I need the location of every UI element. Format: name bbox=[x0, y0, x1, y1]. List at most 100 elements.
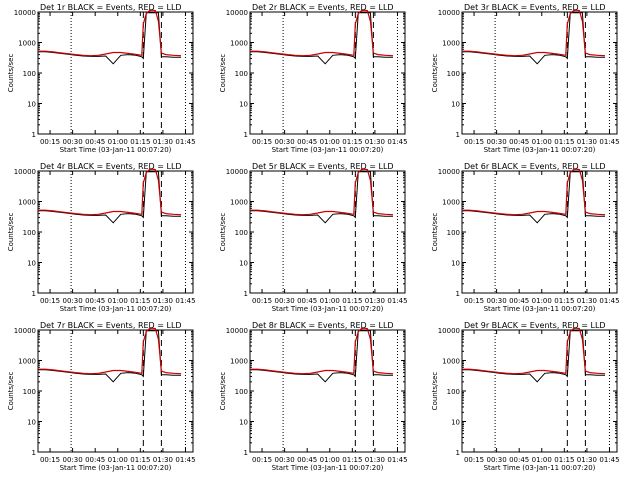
series-line-lld bbox=[250, 327, 394, 375]
x-axis-label: Start Time (03-Jan-11 00:07:20) bbox=[272, 305, 384, 313]
panel-title: Det 3r BLACK = Events, RED = LLD bbox=[464, 3, 606, 12]
y-tick-label: 1000 bbox=[230, 40, 248, 48]
x-tick-label: 01:30 bbox=[365, 297, 385, 305]
y-tick-label: 10 bbox=[239, 101, 248, 109]
y-tick-label: 100 bbox=[447, 229, 460, 237]
panel-title: Det 8r BLACK = Events, RED = LLD bbox=[252, 321, 394, 330]
chart-panel: Det 7r BLACK = Events, RED = LLD 1 10 100 10… bbox=[7, 321, 196, 472]
x-tick-label: 01:45 bbox=[599, 297, 619, 305]
x-tick-label: 00:30 bbox=[487, 138, 507, 146]
x-tick-label: 00:30 bbox=[487, 297, 507, 305]
x-tick-label: 01:45 bbox=[599, 138, 619, 146]
y-tick-label: 1000 bbox=[230, 358, 248, 366]
x-tick-label: 01:30 bbox=[577, 297, 597, 305]
x-axis-label: Start Time (03-Jan-11 00:07:20) bbox=[484, 464, 596, 472]
x-tick-label: 00:45 bbox=[85, 297, 105, 305]
y-tick-label: 1 bbox=[456, 290, 460, 298]
x-tick-label: 00:30 bbox=[63, 456, 83, 464]
y-tick-label: 1 bbox=[32, 131, 36, 139]
y-axis-label: Counts/sec bbox=[219, 213, 227, 252]
x-tick-label: 01:00 bbox=[320, 456, 340, 464]
x-tick-label: 00:45 bbox=[297, 138, 317, 146]
x-tick-label: 00:30 bbox=[275, 456, 295, 464]
y-tick-label: 10000 bbox=[14, 327, 36, 335]
plot-frame bbox=[37, 11, 194, 135]
x-tick-label: 00:45 bbox=[85, 138, 105, 146]
y-tick-label: 100 bbox=[23, 229, 36, 237]
plot-frame bbox=[461, 329, 618, 453]
plot-frame bbox=[37, 329, 194, 453]
y-tick-label: 1 bbox=[456, 131, 460, 139]
y-tick-label: 10 bbox=[27, 260, 36, 268]
plot-frame bbox=[249, 329, 406, 453]
series-line-lld bbox=[250, 168, 394, 216]
x-tick-label: 00:15 bbox=[252, 297, 272, 305]
x-tick-label: 01:30 bbox=[153, 138, 173, 146]
y-tick-label: 10000 bbox=[438, 327, 460, 335]
y-tick-label: 10 bbox=[27, 419, 36, 427]
y-tick-label: 1 bbox=[456, 449, 460, 457]
x-tick-label: 01:00 bbox=[108, 297, 128, 305]
x-tick-label: 01:15 bbox=[554, 297, 574, 305]
series-line-lld bbox=[462, 327, 606, 375]
x-tick-label: 01:15 bbox=[342, 456, 362, 464]
y-tick-label: 10 bbox=[451, 419, 460, 427]
x-tick-label: 01:00 bbox=[532, 297, 552, 305]
x-tick-label: 00:15 bbox=[464, 297, 484, 305]
x-tick-label: 01:15 bbox=[130, 456, 150, 464]
y-tick-label: 1000 bbox=[18, 40, 36, 48]
panel-title: Det 5r BLACK = Events, RED = LLD bbox=[252, 162, 394, 171]
x-tick-label: 00:45 bbox=[509, 138, 529, 146]
x-axis-label: Start Time (03-Jan-11 00:07:20) bbox=[272, 464, 384, 472]
y-tick-label: 10000 bbox=[14, 9, 36, 17]
chart-panel: Det 6r BLACK = Events, RED = LLD 1 10 100 10… bbox=[431, 162, 620, 313]
y-tick-label: 1 bbox=[244, 290, 248, 298]
series-line-lld bbox=[38, 327, 182, 375]
panel-title: Det 6r BLACK = Events, RED = LLD bbox=[464, 162, 606, 171]
y-axis-label: Counts/sec bbox=[431, 372, 439, 411]
y-axis-label: Counts/sec bbox=[7, 213, 15, 252]
chart-panel: Det 3r BLACK = Events, RED = LLD 1 10 100 10… bbox=[431, 3, 620, 154]
x-tick-label: 01:00 bbox=[108, 138, 128, 146]
x-tick-label: 01:45 bbox=[599, 456, 619, 464]
x-tick-label: 01:45 bbox=[387, 456, 407, 464]
x-tick-label: 01:45 bbox=[175, 456, 195, 464]
y-axis-label: Counts/sec bbox=[7, 372, 15, 411]
panel-title: Det 4r BLACK = Events, RED = LLD bbox=[40, 162, 182, 171]
panel-title: Det 9r BLACK = Events, RED = LLD bbox=[464, 321, 606, 330]
x-axis-label: Start Time (03-Jan-11 00:07:20) bbox=[272, 146, 384, 154]
x-tick-label: 00:30 bbox=[487, 456, 507, 464]
x-tick-label: 00:30 bbox=[275, 138, 295, 146]
y-axis-label: Counts/sec bbox=[219, 372, 227, 411]
x-axis-label: Start Time (03-Jan-11 00:07:20) bbox=[60, 146, 172, 154]
y-tick-label: 100 bbox=[447, 70, 460, 78]
x-axis-label: Start Time (03-Jan-11 00:07:20) bbox=[60, 305, 172, 313]
y-axis-label: Counts/sec bbox=[219, 54, 227, 93]
series-line-lld bbox=[462, 168, 606, 216]
x-tick-label: 01:15 bbox=[554, 138, 574, 146]
y-tick-label: 100 bbox=[23, 70, 36, 78]
x-tick-label: 01:15 bbox=[342, 138, 362, 146]
x-tick-label: 00:30 bbox=[63, 297, 83, 305]
x-tick-label: 01:45 bbox=[175, 297, 195, 305]
x-tick-label: 01:15 bbox=[554, 456, 574, 464]
plot-frame bbox=[461, 170, 618, 294]
x-tick-label: 01:00 bbox=[108, 456, 128, 464]
x-tick-label: 00:15 bbox=[40, 138, 60, 146]
x-tick-label: 01:30 bbox=[153, 456, 173, 464]
x-tick-label: 00:45 bbox=[297, 297, 317, 305]
x-tick-label: 01:45 bbox=[175, 138, 195, 146]
y-tick-label: 10 bbox=[451, 260, 460, 268]
panel-title: Det 7r BLACK = Events, RED = LLD bbox=[40, 321, 182, 330]
x-tick-label: 01:30 bbox=[365, 456, 385, 464]
x-tick-label: 00:30 bbox=[275, 297, 295, 305]
y-tick-label: 1 bbox=[244, 131, 248, 139]
y-tick-label: 100 bbox=[447, 388, 460, 396]
plot-frame bbox=[249, 11, 406, 135]
x-tick-label: 00:15 bbox=[40, 456, 60, 464]
chart-panel: Det 1r BLACK = Events, RED = LLD 1 10 100 10… bbox=[7, 3, 196, 154]
x-axis-label: Start Time (03-Jan-11 00:07:20) bbox=[484, 146, 596, 154]
x-tick-label: 01:30 bbox=[365, 138, 385, 146]
series-line-lld bbox=[38, 168, 182, 216]
